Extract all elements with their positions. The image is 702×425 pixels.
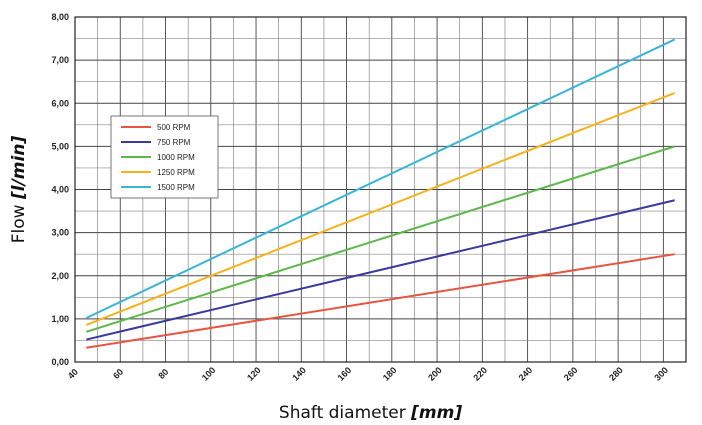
y-axis-title: Flow [l/min]: [9, 136, 29, 244]
legend-label: 750 RPM: [157, 138, 191, 147]
x-tick-label: 160: [336, 365, 354, 383]
y-tick-label: 1,00: [51, 314, 69, 324]
x-tick-label: 220: [471, 365, 489, 383]
series-line-500-rpm: [86, 253, 675, 349]
x-tick-label: 260: [562, 365, 580, 383]
series-line-1500-rpm: [85, 38, 676, 319]
plot-frame: [74, 16, 687, 363]
x-tick-label: 200: [426, 365, 444, 383]
series-line-1000-rpm: [86, 145, 675, 333]
x-tick-label: 300: [652, 365, 670, 383]
series-line-750-rpm: [86, 199, 675, 341]
x-tick-label: 280: [607, 365, 625, 383]
x-axis-title: Shaft diameter [mm]: [279, 403, 462, 423]
legend: 500 RPM 750 RPM 1000 RPM 1250 RPM 1500 RPM: [110, 115, 219, 199]
x-tick-label: 60: [111, 367, 125, 381]
series-line-1250-rpm: [85, 91, 676, 326]
x-tick-label: 140: [290, 365, 308, 383]
y-tick-label: 7,00: [51, 55, 69, 65]
x-tick-label: 100: [200, 365, 218, 383]
y-tick-label: 5,00: [51, 141, 69, 151]
y-tick-label: 2,00: [51, 271, 69, 281]
legend-label: 500 RPM: [157, 123, 191, 132]
y-tick-label: 3,00: [51, 228, 69, 238]
x-tick-label: 240: [517, 365, 535, 383]
x-tick-label: 120: [245, 365, 263, 383]
y-tick-label: 8,00: [51, 12, 69, 22]
legend-label: 1000 RPM: [157, 153, 195, 162]
y-tick-label: 4,00: [51, 185, 69, 195]
legend-label: 1500 RPM: [157, 183, 195, 192]
series-lines: [85, 38, 676, 349]
x-tick-label: 180: [381, 365, 399, 383]
y-tick-label: 6,00: [51, 98, 69, 108]
legend-label: 1250 RPM: [157, 168, 195, 177]
x-tick-label: 80: [156, 367, 170, 381]
y-tick-label: 0,00: [51, 357, 69, 367]
x-tick-label: 40: [66, 367, 80, 381]
